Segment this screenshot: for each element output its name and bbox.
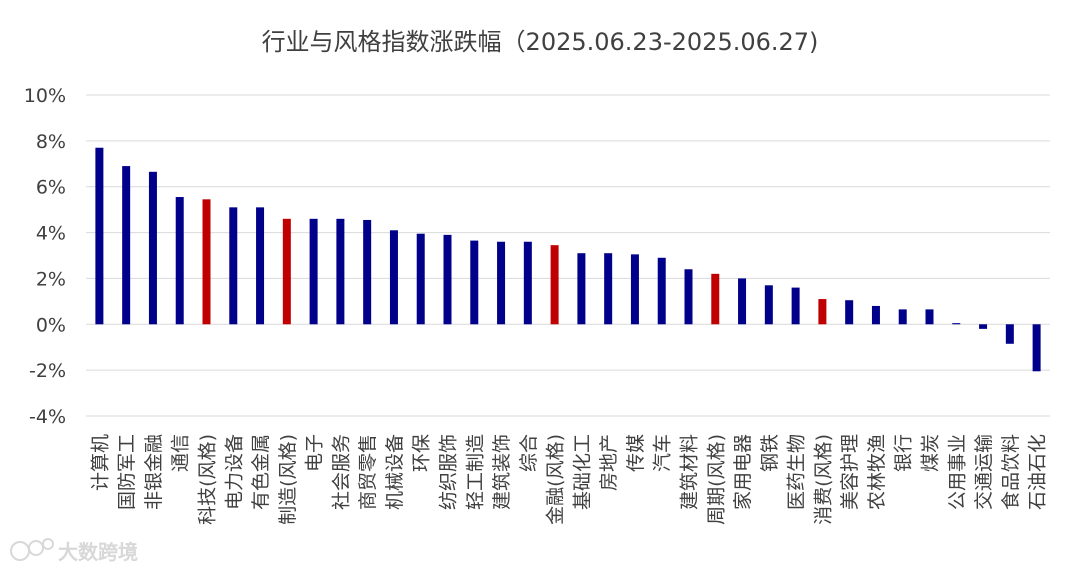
bar-交通运输 — [979, 324, 988, 329]
bar-建筑材料 — [684, 269, 693, 325]
x-category-label: 银行 — [893, 434, 915, 472]
x-category-label: 商贸零售 — [357, 434, 379, 510]
bar-机械设备 — [389, 230, 398, 325]
x-category-label: 电子 — [304, 434, 326, 472]
x-category-label: 非银金融 — [143, 434, 165, 510]
bar-医药生物 — [791, 287, 800, 325]
x-category-label: 社会服务 — [330, 434, 352, 510]
x-category-label: 制造(风格) — [277, 434, 299, 525]
bar-基础化工 — [577, 253, 586, 325]
bar-金融(风格) — [550, 245, 559, 325]
x-category-label: 汽车 — [652, 434, 674, 472]
x-category-label: 电力设备 — [223, 434, 245, 510]
x-category-label: 环保 — [411, 434, 433, 472]
bar-国防军工 — [122, 166, 131, 325]
x-category-label: 公用事业 — [946, 434, 968, 510]
bar-社会服务 — [336, 218, 345, 325]
dashu-logo-icon — [10, 538, 54, 561]
bars — [95, 147, 1041, 372]
bar-美容护理 — [845, 300, 854, 325]
y-axis-tick-labels: -4% -2% 0% 2% 4% 6% 8% 10% — [24, 85, 66, 428]
bar-家用电器 — [738, 278, 747, 325]
x-category-label: 轻工制造 — [464, 434, 486, 510]
x-category-label: 机械设备 — [384, 434, 406, 510]
bar-房地产 — [604, 253, 613, 325]
bar-有色金属 — [256, 207, 265, 325]
x-category-label: 有色金属 — [250, 434, 272, 510]
y-tick-label: 8% — [36, 131, 66, 153]
bar-银行 — [898, 309, 907, 325]
bar-周期(风格) — [711, 273, 720, 325]
x-category-label: 基础化工 — [571, 434, 593, 510]
chart-title: 行业与风格指数涨跌幅（2025.06.23-2025.06.27) — [262, 28, 819, 56]
bar-石油石化 — [1032, 324, 1041, 372]
x-category-label: 科技(风格) — [197, 434, 219, 525]
y-tick-label: 2% — [36, 268, 66, 290]
x-axis-category-labels: 计算机 国防军工 非银金融 通信 科技(风格) 电力设备 有色金属 制造(风格) 电子 社会服务商… — [89, 434, 1048, 525]
x-category-label: 钢铁 — [759, 434, 781, 472]
y-tick-label: -2% — [29, 360, 66, 382]
x-category-label: 纺织服饰 — [438, 434, 460, 510]
bar-轻工制造 — [470, 240, 479, 325]
x-category-label: 房地产 — [598, 434, 620, 491]
bar-计算机 — [95, 147, 104, 325]
bar-传媒 — [630, 254, 639, 325]
x-category-label: 传媒 — [625, 434, 647, 472]
x-category-label: 周期(风格) — [705, 434, 727, 525]
x-category-label: 综合 — [518, 434, 540, 472]
bar-农林牧渔 — [871, 305, 880, 325]
bar-综合 — [523, 241, 532, 325]
bar-食品饮料 — [1005, 324, 1014, 344]
bar-钢铁 — [764, 285, 773, 325]
bar-纺织服饰 — [443, 234, 452, 325]
x-category-label: 消费(风格) — [812, 434, 834, 525]
watermark-text: 大数跨境 — [58, 540, 138, 564]
x-category-label: 煤炭 — [920, 434, 942, 472]
x-category-label: 计算机 — [89, 434, 111, 491]
x-category-label: 农林牧渔 — [866, 434, 888, 510]
watermark: 大数跨境 — [10, 538, 138, 564]
x-category-label: 通信 — [170, 434, 192, 472]
bar-汽车 — [657, 257, 666, 325]
x-category-label: 美容护理 — [839, 434, 861, 510]
x-category-label: 家用电器 — [732, 434, 754, 510]
bar-煤炭 — [925, 309, 934, 325]
bar-通信 — [175, 197, 184, 325]
gridlines — [86, 94, 1050, 417]
bar-科技(风格) — [202, 199, 211, 325]
bar-电力设备 — [229, 207, 238, 325]
bar-环保 — [416, 233, 425, 325]
x-category-label: 交通运输 — [973, 434, 995, 510]
bar-电子 — [309, 218, 318, 325]
bar-公用事业 — [952, 323, 961, 325]
bar-建筑装饰 — [497, 241, 506, 325]
x-category-label: 建筑材料 — [679, 434, 701, 510]
x-category-label: 建筑装饰 — [491, 434, 513, 510]
y-tick-label: 10% — [24, 85, 66, 107]
x-category-label: 食品饮料 — [1000, 434, 1022, 510]
y-tick-label: 6% — [36, 177, 66, 199]
x-category-label: 国防军工 — [116, 434, 138, 510]
x-category-label: 医药生物 — [786, 434, 808, 510]
y-tick-label: 0% — [36, 314, 66, 336]
y-tick-label: 4% — [36, 223, 66, 245]
x-category-label: 金融(风格) — [545, 434, 567, 525]
y-tick-label: -4% — [29, 406, 66, 428]
bar-消费(风格) — [818, 299, 827, 325]
x-category-label: 石油石化 — [1027, 434, 1049, 510]
bar-制造(风格) — [282, 218, 291, 325]
bar-非银金融 — [148, 171, 157, 325]
bar-商贸零售 — [363, 219, 372, 325]
